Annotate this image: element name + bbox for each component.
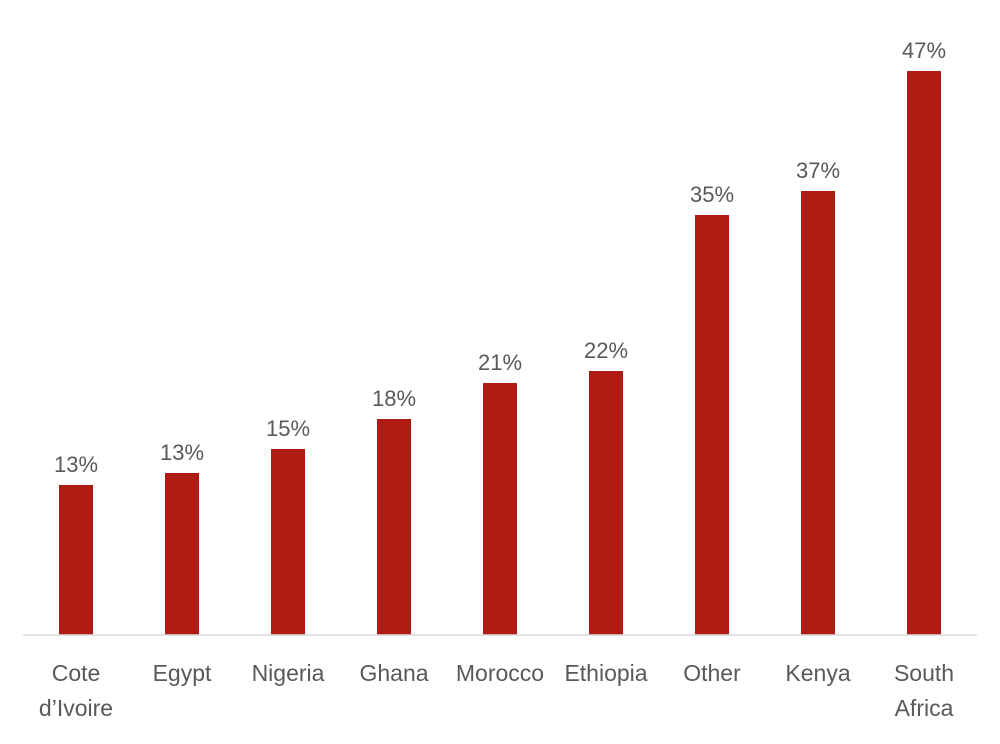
value-labels-group: 13% 13% 15% 18% 21% 22% 35% 37% 47%: [54, 38, 946, 477]
category-label: South Africa: [894, 660, 954, 721]
bar-kenya: [801, 191, 835, 635]
bar-nigeria: [271, 449, 305, 635]
category-label: Other: [683, 660, 741, 686]
data-label: 47%: [902, 38, 946, 63]
data-label: 13%: [54, 452, 98, 477]
bars-group: [59, 71, 941, 635]
data-label: 22%: [584, 338, 628, 363]
data-label: 21%: [478, 350, 522, 375]
bar-egypt: [165, 473, 199, 635]
bar-other: [695, 215, 729, 635]
category-label: Nigeria: [252, 660, 325, 686]
data-label: 15%: [266, 416, 310, 441]
bar-cote-divoire: [59, 485, 93, 635]
category-label: Cote d’Ivoire: [39, 660, 113, 721]
data-label: 37%: [796, 158, 840, 183]
category-label: Kenya: [785, 660, 850, 686]
data-label: 18%: [372, 386, 416, 411]
data-label: 35%: [690, 182, 734, 207]
category-labels-group: Cote d’Ivoire Egypt Nigeria Ghana Morocco Ethi…: [39, 660, 954, 721]
bar-morocco: [483, 383, 517, 635]
bar-ethiopia: [589, 371, 623, 635]
data-label: 13%: [160, 440, 204, 465]
category-label: Ghana: [359, 660, 428, 686]
bar-ghana: [377, 419, 411, 635]
category-label: Morocco: [456, 660, 544, 686]
category-label: Egypt: [153, 660, 212, 686]
bar-south-africa: [907, 71, 941, 635]
category-label: Ethiopia: [564, 660, 647, 686]
